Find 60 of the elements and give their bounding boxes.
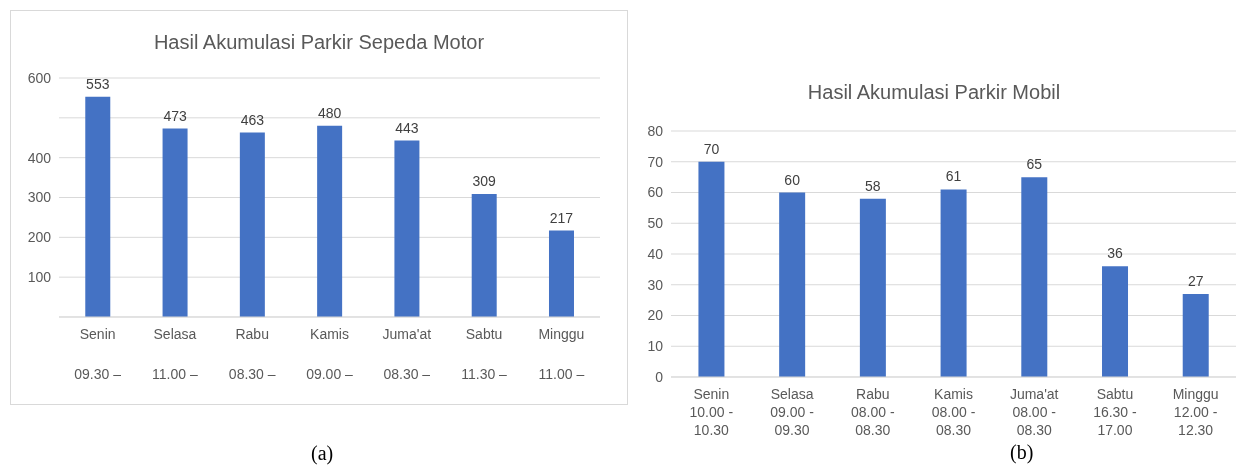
y-tick-label: 60 [647,184,664,201]
category-label: Selasa 11.00 – [152,326,198,382]
data-label: 36 [1107,245,1124,262]
data-label: 553 [86,75,110,92]
data-label: 480 [317,104,342,121]
y-tick-label: 600 [27,69,52,86]
bar [162,128,188,317]
bar [548,230,574,317]
bar [940,189,967,377]
y-tick-label: 100 [27,269,52,286]
y-tick-label: 20 [647,307,664,324]
data-label: 309 [472,172,497,189]
bar [779,192,806,377]
text: (a) [311,442,334,464]
bar [859,198,886,377]
data-label: 60 [784,171,801,188]
category-label: Sabtu 11.30 – [461,326,507,382]
bar [239,132,265,317]
y-tick-label: 30 [647,276,664,293]
bar [1102,266,1129,377]
x-tick-label: Kamis 08.00 - 08.30 [931,386,976,438]
x-tick-label: Minggu 12.00 - 12.30 [1172,386,1219,438]
y-tick-label: 300 [27,189,52,206]
data-label: 217 [549,209,574,226]
data-label: 463 [240,111,265,128]
bar [1021,177,1048,377]
data-label: 443 [395,119,419,136]
chart-title: Hasil Akumulasi Parkir Sepeda Motor [152,31,486,54]
y-tick-label: 70 [647,153,664,170]
data-label: 473 [163,107,187,124]
data-label: 65 [1026,156,1043,173]
bar [85,96,111,317]
category-label: Juma'at 08.30 – [382,326,432,382]
category-label: Minggu 11.00 – [538,326,585,382]
data-label: 58 [865,177,881,194]
category-label: Kamis 09.00 – [306,326,353,382]
x-tick-label: Senin 10.00 - 10.30 [689,386,734,438]
y-tick-label: 10 [647,338,664,355]
text: (b) [1010,441,1034,463]
y-tick-label: 80 [647,122,664,139]
data-label: 27 [1187,272,1204,289]
y-tick-label: 40 [647,245,664,262]
chart-title: Hasil Akumulasi Parkir Mobil [806,81,1062,104]
x-tick-label: Juma'at 08.00 - 08.30 [1009,386,1059,438]
x-tick-label: Sabtu 16.30 - 17.00 [1093,386,1138,438]
bar [1182,293,1209,377]
x-tick-label: Selasa 09.00 - 09.30 [770,386,815,438]
y-tick-label: 400 [27,149,52,166]
data-label: 61 [945,168,962,185]
y-tick-label: 0 [655,368,664,385]
bar [698,161,725,377]
y-tick-label: 200 [27,229,52,246]
bar [471,193,497,317]
category-label: Rabu 08.30 – [228,326,276,382]
category-label: Senin 09.30 – [74,326,121,382]
data-label: 70 [703,140,720,157]
x-tick-label: Rabu 08.00 - 08.30 [850,386,895,438]
bar [394,140,420,317]
y-tick-label: 50 [647,215,664,232]
bar [317,125,343,317]
